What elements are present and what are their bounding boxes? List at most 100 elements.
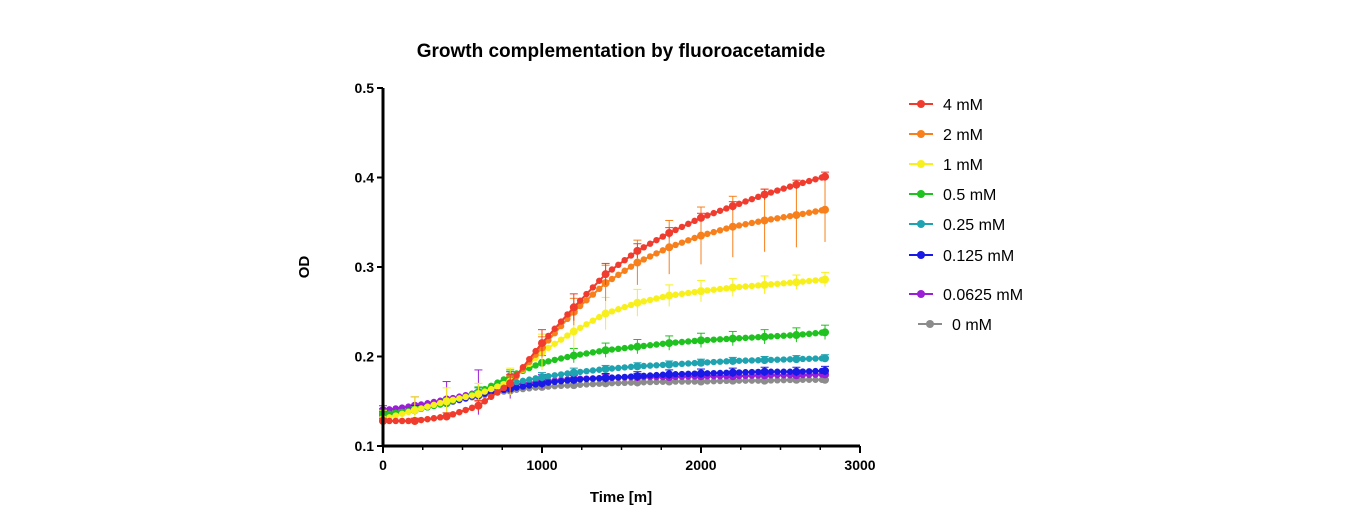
trail-marker xyxy=(742,283,749,290)
trail-marker xyxy=(557,318,565,325)
legend: 4 mM 2 mM 1 mM 0.5 mM 0.25 mM 0.125 mM 0.0625 … xyxy=(909,97,1023,334)
data-point xyxy=(760,356,769,365)
trail-marker xyxy=(589,380,597,388)
trail-marker xyxy=(755,377,762,384)
trail-marker xyxy=(755,357,762,364)
trail-marker xyxy=(646,372,654,379)
trail-marker xyxy=(653,341,660,348)
trail-marker xyxy=(398,404,406,411)
chart-title: Growth complementation by fluoroacetamid… xyxy=(417,41,826,62)
trail-marker xyxy=(596,313,603,321)
trail-marker xyxy=(659,233,667,240)
trail-marker xyxy=(615,261,622,269)
trail-marker xyxy=(583,321,590,328)
trail-marker xyxy=(449,411,457,418)
trail-marker xyxy=(805,355,813,362)
trail-marker xyxy=(704,230,711,238)
data-point xyxy=(633,362,642,371)
trail-marker xyxy=(685,338,692,345)
trail-marker xyxy=(786,183,794,190)
legend-swatch-marker xyxy=(917,220,925,228)
trail-marker xyxy=(710,369,717,377)
data-point xyxy=(821,328,830,337)
data-point xyxy=(569,375,578,384)
data-point xyxy=(697,336,705,345)
trail-marker xyxy=(742,377,749,384)
trail-marker xyxy=(685,370,692,378)
trail-marker xyxy=(405,417,412,425)
trail-marker xyxy=(576,376,584,383)
trail-marker xyxy=(608,346,616,353)
trail-marker xyxy=(780,280,787,287)
trail-marker xyxy=(405,408,412,416)
trail-marker xyxy=(596,366,603,373)
trail-marker xyxy=(786,332,794,339)
trail-marker xyxy=(456,395,463,402)
trail-marker xyxy=(526,355,533,363)
trail-marker xyxy=(678,370,686,378)
trail-marker xyxy=(462,406,469,414)
legend-item: 0.25 mM xyxy=(909,217,1005,234)
legend-label: 0 mM xyxy=(952,317,992,334)
data-point xyxy=(633,298,642,307)
trail-marker xyxy=(805,330,813,338)
trail-marker xyxy=(742,357,749,364)
trail-marker xyxy=(621,373,628,381)
trail-marker xyxy=(608,275,616,283)
trail-marker xyxy=(615,379,622,387)
trail-marker xyxy=(621,256,628,264)
trail-marker xyxy=(799,278,806,285)
trail-marker xyxy=(786,356,794,363)
y-tick-label: 0.2 xyxy=(355,349,375,365)
trail-marker xyxy=(704,378,711,385)
trail-marker xyxy=(640,362,647,370)
data-point xyxy=(821,275,830,284)
data-point xyxy=(728,222,737,231)
trail-marker xyxy=(659,378,667,385)
trail-marker xyxy=(392,405,399,412)
data-point xyxy=(601,270,610,279)
trail-marker xyxy=(615,364,622,372)
trail-marker xyxy=(748,368,756,376)
trail-marker xyxy=(513,384,520,391)
trail-marker xyxy=(608,365,616,372)
trail-marker xyxy=(742,334,749,342)
legend-swatch-marker xyxy=(917,190,925,198)
legend-swatch-marker xyxy=(917,290,925,298)
trail-marker xyxy=(386,417,393,425)
trail-marker xyxy=(596,375,603,382)
data-point xyxy=(601,373,610,382)
trail-marker xyxy=(417,405,425,412)
data-point xyxy=(665,243,674,252)
trail-marker xyxy=(704,287,711,294)
trail-marker xyxy=(659,340,667,347)
trail-marker xyxy=(767,377,775,384)
data-point xyxy=(442,397,451,406)
trail-marker xyxy=(735,357,743,364)
data-point xyxy=(601,309,610,318)
trail-marker xyxy=(513,372,520,379)
trail-marker xyxy=(805,277,813,285)
data-point xyxy=(569,368,578,377)
trail-marker xyxy=(748,357,756,364)
legend-label: 0.25 mM xyxy=(943,217,1005,234)
trail-marker xyxy=(685,378,692,385)
trail-marker xyxy=(767,281,775,288)
trail-marker xyxy=(615,271,622,279)
trail-marker xyxy=(735,283,743,291)
trail-marker xyxy=(596,348,603,355)
trail-marker xyxy=(748,219,756,227)
y-axis-label: OD xyxy=(296,256,313,279)
trail-marker xyxy=(557,336,565,343)
trail-marker xyxy=(551,340,558,347)
trail-marker xyxy=(589,291,597,298)
legend-label: 2 mM xyxy=(943,127,983,144)
trail-marker xyxy=(576,368,584,376)
trail-marker xyxy=(672,360,679,368)
trail-marker xyxy=(417,416,425,424)
trail-marker xyxy=(799,376,806,383)
legend-swatch-marker xyxy=(917,160,925,168)
trail-marker xyxy=(608,379,616,387)
legend-item: 0.0625 mM xyxy=(909,287,1023,304)
x-axis-label: Time [m] xyxy=(590,489,652,506)
